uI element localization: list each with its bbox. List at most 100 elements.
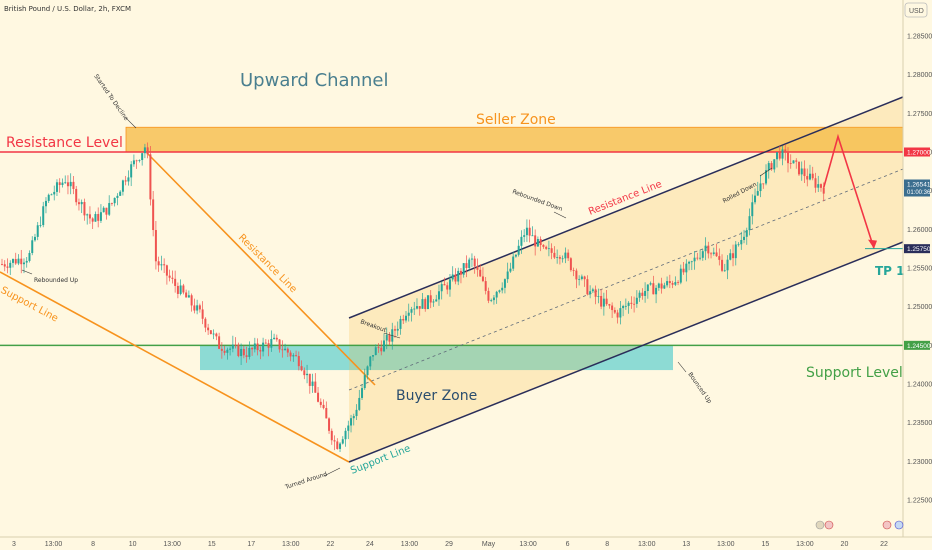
candle-bull (666, 281, 669, 286)
candle-bear (198, 305, 201, 310)
candle-bull (50, 194, 53, 196)
candle-bull (361, 388, 364, 398)
candle-bull (531, 235, 534, 237)
candle-bull (28, 253, 31, 261)
candle-bear (429, 295, 432, 303)
candle-bear (83, 202, 86, 216)
diagonal-support-line[interactable] (0, 271, 350, 463)
candle-bear (314, 381, 317, 393)
time-tick-label: 3 (12, 541, 16, 548)
price-tick-label: 1.28000 (907, 72, 932, 79)
candle-bull (564, 252, 567, 259)
channel-upper-line[interactable] (348, 96, 904, 319)
time-tick-label: 13:00 (163, 541, 181, 548)
candle-bear (91, 218, 94, 222)
candle-bull (108, 203, 111, 215)
seller-zone-label: Seller Zone (476, 112, 556, 128)
diagonal-resistance-line[interactable] (146, 152, 376, 386)
candle-bear (682, 268, 685, 273)
price-tick-label: 1.23000 (907, 459, 932, 466)
candle-bull (292, 355, 295, 357)
price-tick-label: 1.23500 (907, 420, 932, 427)
candle-bull (523, 235, 526, 237)
candle-bull (597, 296, 600, 297)
candle-bear (473, 258, 476, 267)
candle-bull (745, 230, 748, 237)
channel-lower-line[interactable] (348, 241, 904, 463)
candle-bear (256, 343, 259, 351)
candle-bear (710, 253, 713, 255)
candle-bull (352, 416, 355, 419)
candle-bear (234, 344, 237, 346)
candle-bull (187, 295, 190, 298)
candle-bull (383, 340, 386, 352)
currency-label: USD (909, 8, 924, 15)
candle-bear (77, 202, 80, 205)
candle-bear (600, 296, 603, 307)
candle-bear (66, 182, 69, 187)
candle-bull (437, 291, 440, 300)
time-tick-label: 20 (841, 541, 849, 548)
candle-bear (237, 344, 240, 357)
candle-bull (701, 251, 704, 258)
candle-bear (72, 181, 75, 189)
candle-bear (539, 238, 542, 245)
candle-bear (616, 312, 619, 318)
time-tick-label: 13:00 (638, 541, 656, 548)
candle-bear (201, 309, 204, 319)
candle-bear (583, 276, 586, 280)
candle-bear (575, 270, 578, 280)
candle-bull (102, 207, 105, 213)
dividend-icon[interactable] (815, 520, 825, 530)
candle-bull (506, 271, 509, 280)
time-tick-label: 6 (566, 541, 570, 548)
candle-bull (699, 257, 702, 259)
flag-us-icon[interactable] (894, 520, 904, 530)
candle-bull (712, 252, 715, 254)
candle-bull (413, 308, 416, 310)
resistance-level-label: Resistance Level (6, 135, 123, 151)
projection-path (822, 133, 875, 249)
candles-group (1, 142, 825, 452)
candle-bull (415, 306, 418, 309)
candle-bear (696, 257, 699, 259)
candle-bear (88, 214, 91, 219)
time-axis[interactable]: 3 13:00 8 10 13:00 15 17 13:00 22 24 13:00 29 May 13:… (12, 541, 888, 548)
earnings-icon[interactable] (824, 520, 834, 530)
currency-button[interactable] (904, 2, 928, 18)
candle-bull (410, 309, 413, 313)
candle-bear (190, 295, 193, 306)
candle-bull (355, 409, 358, 417)
candle-bull (520, 236, 523, 246)
tp1-label: TP 1 (875, 264, 905, 278)
candle-bull (366, 366, 369, 376)
candle-bull (638, 292, 641, 298)
candle-bull (655, 287, 658, 295)
candle-bull (69, 181, 72, 187)
candle-bull (372, 355, 375, 357)
candle-bull (495, 291, 498, 298)
candle-bear (152, 199, 155, 231)
candle-bear (204, 318, 207, 328)
candle-bull (253, 343, 256, 350)
flag-uk-icon[interactable] (882, 520, 892, 530)
resistance-price-badge (904, 147, 930, 157)
candle-bear (322, 404, 325, 409)
candle-bull (25, 260, 28, 263)
candle-bull (578, 278, 581, 280)
channel-fill (349, 97, 903, 462)
candle-bear (209, 330, 212, 334)
candle-bear (660, 283, 663, 289)
candle-bear (545, 246, 548, 249)
support-price-badge-text: 1.24500 (907, 343, 931, 350)
candle-bull (61, 182, 64, 186)
candle-bear (303, 370, 306, 376)
candle-bull (776, 152, 779, 160)
candle-bear (534, 235, 537, 247)
candle-bull (385, 334, 388, 341)
candle-bull (132, 160, 135, 165)
candle-bear (484, 281, 487, 291)
candle-bear (75, 188, 78, 203)
candle-bull (432, 301, 435, 303)
